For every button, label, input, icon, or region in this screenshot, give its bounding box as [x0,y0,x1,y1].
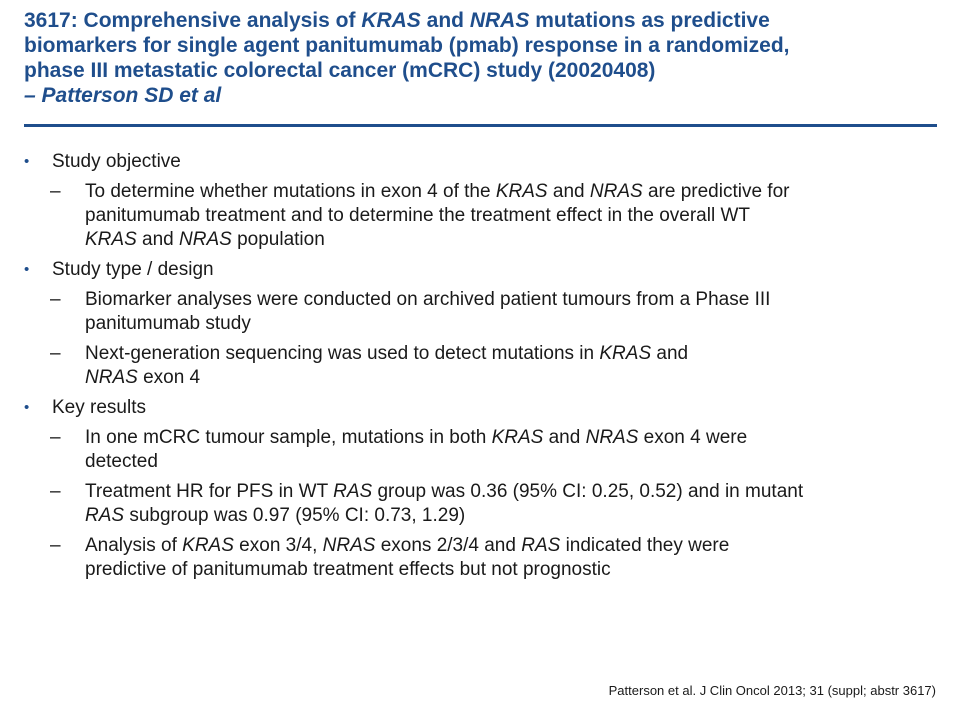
list-item-line: In one mCRC tumour sample, mutations in … [85,427,748,448]
list-item-line: To determine whether mutations in exon 4… [85,181,790,202]
section-heading-text: Study objective [52,151,181,172]
section-heading-study-type: • Study type / design [24,258,944,282]
citation-footnote: Patterson et al. J Clin Oncol 2013; 31 (… [608,683,936,698]
title-line: – Patterson SD et al [24,84,222,107]
title-line: phase III metastatic colorectal cancer (… [24,59,656,82]
slide-title: 3617: Comprehensive analysis of KRAS and… [24,8,944,108]
list-item: – Analysis of KRAS exon 3/4, NRAS exons … [24,534,944,582]
list-item: – In one mCRC tumour sample, mutations i… [24,426,944,474]
dash-icon: – [50,343,61,364]
bullet-dot-icon: • [24,153,30,170]
section-heading-text: Study type / design [52,259,214,280]
section-heading-study-objective: • Study objective [24,150,944,174]
bullet-dot-icon: • [24,261,30,278]
list-item-line: detected [85,451,158,472]
title-line: biomarkers for single agent panitumumab … [24,34,790,57]
dash-icon: – [50,427,61,448]
list-item-line: Next-generation sequencing was used to d… [85,343,689,364]
list-item-line: predictive of panitumumab treatment effe… [85,559,611,580]
title-line: 3617: Comprehensive analysis of KRAS and… [24,9,770,32]
dash-icon: – [50,289,61,310]
list-item-line: Treatment HR for PFS in WT RAS group was… [85,481,804,502]
section-heading-key-results: • Key results [24,396,944,420]
dash-icon: – [50,181,61,202]
list-item-line: NRAS exon 4 [85,367,201,388]
list-item-line: Analysis of KRAS exon 3/4, NRAS exons 2/… [85,535,730,556]
dash-icon: – [50,535,61,556]
list-item-line: panitumumab treatment and to determine t… [85,205,750,226]
bullet-dot-icon: • [24,399,30,416]
title-divider [24,124,937,127]
list-item-line: RAS subgroup was 0.97 (95% CI: 0.73, 1.2… [85,505,466,526]
list-item-line: Biomarker analyses were conducted on arc… [85,289,771,310]
list-item: – Next-generation sequencing was used to… [24,342,944,390]
list-item: – To determine whether mutations in exon… [24,180,944,252]
slide-body: • Study objective – To determine whether… [24,144,944,588]
list-item-line: panitumumab study [85,313,251,334]
section-heading-text: Key results [52,397,146,418]
dash-icon: – [50,481,61,502]
list-item: – Treatment HR for PFS in WT RAS group w… [24,480,944,528]
list-item: – Biomarker analyses were conducted on a… [24,288,944,336]
list-item-line: KRAS and NRAS population [85,229,325,250]
